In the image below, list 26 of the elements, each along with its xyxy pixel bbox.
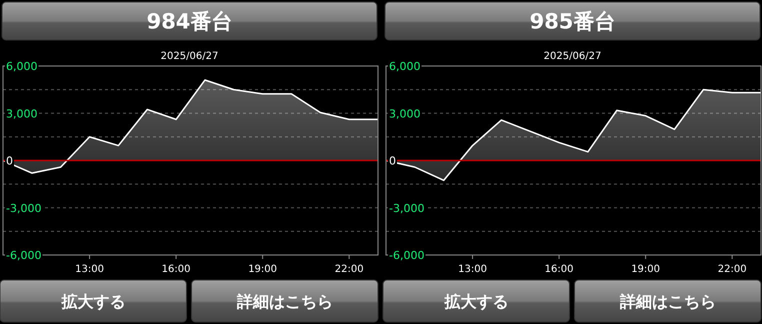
chart-subtitle: 2025/06/27 [160,51,218,62]
x-tick-label: 19:00 [631,264,660,275]
text: 詳細はこちら [236,292,333,311]
x-tick-label: 16:00 [544,264,574,275]
chart-title: 984番台 [146,10,232,34]
chart-title: 985番台 [530,10,616,34]
y-tick-label: -6,000 [6,249,42,262]
y-tick-label: 0 [6,154,13,168]
text: 詳細はこちら [618,292,716,311]
text: 拡大する [60,292,126,311]
y-tick-label: -3,000 [6,202,42,215]
y-tick-label: 0 [389,154,396,168]
x-tick-label: 22:00 [718,264,747,275]
x-tick-label: 19:00 [248,264,278,275]
chart-subtitle: 2025/06/27 [544,51,602,62]
y-tick-label: 6,000 [6,60,38,73]
x-tick-label: 22:00 [334,264,364,275]
y-tick-label: 3,000 [389,107,420,120]
x-tick-label: 16:00 [162,264,190,275]
y-tick-label: 6,000 [389,60,420,73]
x-tick-label: 13:00 [458,264,487,275]
text: 拡大する [443,292,508,311]
y-tick-label: -3,000 [389,202,424,215]
x-tick-label: 13:00 [75,264,104,275]
y-tick-label: 3,000 [6,107,38,120]
y-tick-label: -6,000 [389,249,424,262]
